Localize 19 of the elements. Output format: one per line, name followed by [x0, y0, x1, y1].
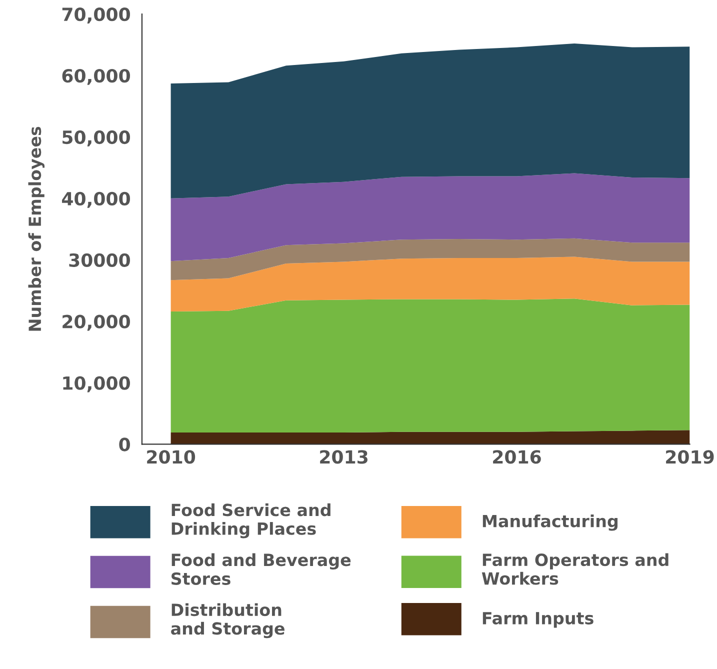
x-tick-label: 2013 — [320, 450, 368, 464]
legend-label: Distribution and Storage — [171, 603, 284, 638]
legend-label: Food Service and Drinking Places — [172, 503, 330, 538]
legend-label: Farm Operators and Workers — [482, 553, 668, 585]
legend-label: Farm Inputs — [482, 612, 594, 628]
y-tick-label: 30000 — [69, 253, 130, 267]
y-tick-label: 60,000 — [62, 68, 130, 85]
legend-label: Food and Beverage Stores — [172, 553, 351, 585]
y-tick-label: 10,000 — [63, 376, 130, 392]
y-tick-label: 70,000 — [62, 8, 130, 24]
x-tick-label: 2016 — [493, 450, 541, 464]
x-tick-label: 2019 — [666, 450, 714, 464]
y-tick-label: 50,000 — [62, 130, 130, 146]
y-tick-label: 20,000 — [62, 314, 130, 331]
legend-label: Manufacturing — [482, 514, 618, 531]
y-tick-label: 0 — [119, 438, 130, 452]
y-tick-label: 40,000 — [62, 192, 130, 208]
x-tick-label: 2010 — [147, 450, 196, 464]
y-axis-title: Number of Employees — [28, 126, 45, 331]
